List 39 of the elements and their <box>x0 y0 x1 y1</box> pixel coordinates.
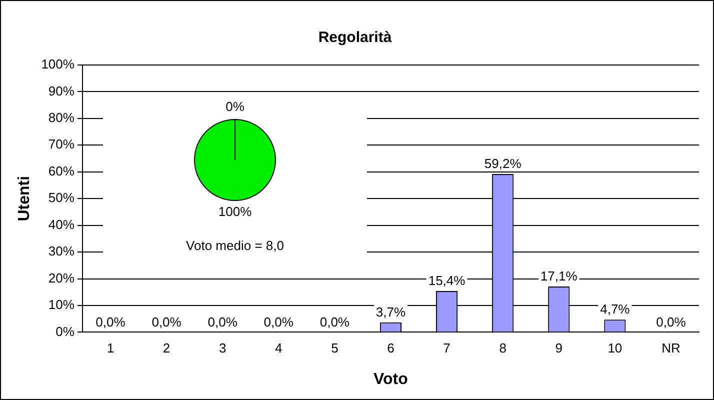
x-axis-title: Voto <box>374 370 408 388</box>
x-tick-label: 6 <box>387 340 394 356</box>
x-tick-label: 10 <box>608 340 622 356</box>
data-label: 4,7% <box>600 302 630 317</box>
chart-title: Regolarità <box>318 29 392 46</box>
y-tick-label: 70% <box>48 136 75 152</box>
y-axis-title: Utenti <box>16 176 34 222</box>
data-label: 100% <box>218 204 252 220</box>
x-tick-label: 8 <box>499 340 506 356</box>
annotation: Voto medio = 8,0 <box>186 238 284 254</box>
x-tick-label: 9 <box>555 340 562 356</box>
data-label: 0,0% <box>152 314 182 330</box>
y-tick-label: 30% <box>48 244 75 259</box>
x-tick-label: 7 <box>443 340 450 356</box>
x-tick-label: 5 <box>331 340 338 356</box>
data-label: 0,0% <box>320 314 350 330</box>
data-label: 17,1% <box>540 268 578 284</box>
data-label: 3,7% <box>376 304 406 320</box>
x-tick-label: NR <box>662 340 680 356</box>
x-tick-label: 4 <box>275 340 282 356</box>
y-tick-label: 60% <box>48 163 75 178</box>
y-tick-label: 50% <box>48 190 75 206</box>
data-label: 15,4% <box>428 273 466 288</box>
x-tick-label: 2 <box>162 340 170 356</box>
y-tick-label: 20% <box>48 270 75 286</box>
data-label: 0,0% <box>656 314 686 330</box>
data-label: 0,0% <box>208 314 238 330</box>
x-tick-label: 3 <box>218 340 226 356</box>
y-tick-label: 100% <box>41 56 75 72</box>
data-label: 0,0% <box>96 314 126 330</box>
data-label: 59,2% <box>484 156 522 172</box>
y-tick-label: 40% <box>48 216 75 232</box>
x-tick-label: 1 <box>106 340 114 356</box>
data-label: 0,0% <box>264 314 294 330</box>
y-tick-label: 10% <box>48 297 75 312</box>
y-tick-label: 80% <box>48 110 75 126</box>
text: 0% <box>226 99 244 114</box>
y-tick-label: 90% <box>48 83 75 98</box>
y-tick-label: 0% <box>56 324 75 339</box>
